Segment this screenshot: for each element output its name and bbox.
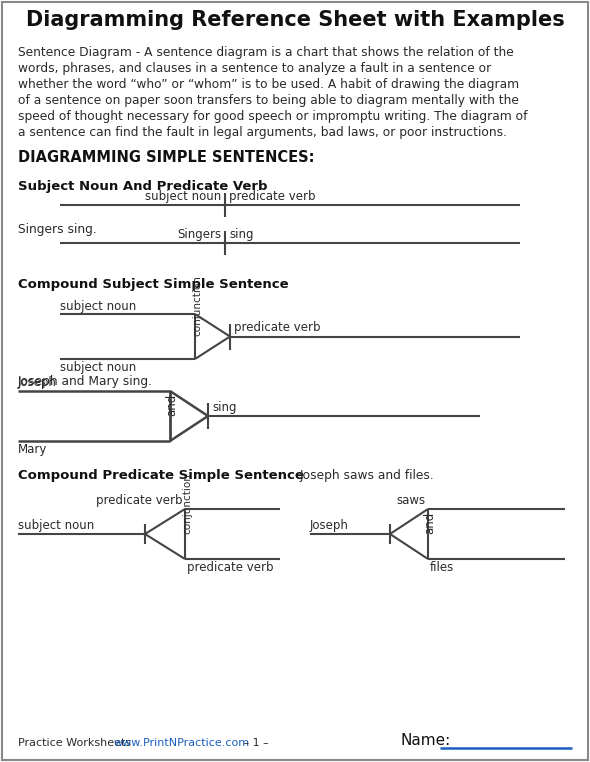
Text: words, phrases, and clauses in a sentence to analyze a fault in a sentence or: words, phrases, and clauses in a sentenc… <box>18 62 491 75</box>
Text: predicate verb: predicate verb <box>234 322 320 335</box>
Text: Singers sing.: Singers sing. <box>18 223 97 236</box>
Text: Joseph: Joseph <box>18 376 57 389</box>
Text: subject noun: subject noun <box>145 190 221 203</box>
Text: Name:: Name: <box>400 733 450 748</box>
Text: conjunction: conjunction <box>182 473 192 534</box>
Text: – 1 –: – 1 – <box>240 738 269 748</box>
Text: subject noun: subject noun <box>60 300 136 313</box>
Text: Compound Predicate Simple Sentence: Compound Predicate Simple Sentence <box>18 469 304 482</box>
Text: Joseph: Joseph <box>310 519 349 532</box>
Text: files: files <box>430 561 454 574</box>
Text: sing: sing <box>212 401 237 414</box>
Text: Singers: Singers <box>177 228 221 241</box>
Text: of a sentence on paper soon transfers to being able to diagram mentally with the: of a sentence on paper soon transfers to… <box>18 94 519 107</box>
Text: sing: sing <box>229 228 254 241</box>
Text: DIAGRAMMING SIMPLE SENTENCES:: DIAGRAMMING SIMPLE SENTENCES: <box>18 150 314 165</box>
Text: subject noun: subject noun <box>60 361 136 374</box>
Text: Compound Subject Simple Sentence: Compound Subject Simple Sentence <box>18 278 289 291</box>
Text: Sentence Diagram - A sentence diagram is a chart that shows the relation of the: Sentence Diagram - A sentence diagram is… <box>18 46 514 59</box>
Text: Joseph and Mary sing.: Joseph and Mary sing. <box>18 375 153 388</box>
Text: speed of thought necessary for good speech or impromptu writing. The diagram of: speed of thought necessary for good spee… <box>18 110 527 123</box>
Text: Practice Worksheets: Practice Worksheets <box>18 738 138 748</box>
Text: conjunction: conjunction <box>192 276 202 337</box>
Text: Joseph saws and files.: Joseph saws and files. <box>300 469 435 482</box>
Text: www.PrintNPractice.com: www.PrintNPractice.com <box>114 738 250 748</box>
Text: Subject Noun And Predicate Verb: Subject Noun And Predicate Verb <box>18 180 267 193</box>
Text: a sentence can find the fault in legal arguments, bad laws, or poor instructions: a sentence can find the fault in legal a… <box>18 126 507 139</box>
Text: predicate verb: predicate verb <box>229 190 316 203</box>
Text: Diagramming Reference Sheet with Examples: Diagramming Reference Sheet with Example… <box>25 10 565 30</box>
Text: predicate verb: predicate verb <box>187 561 274 574</box>
Text: and: and <box>166 394 179 416</box>
Text: subject noun: subject noun <box>18 519 94 532</box>
Text: predicate verb: predicate verb <box>97 494 183 507</box>
Text: Mary: Mary <box>18 443 47 456</box>
Text: saws: saws <box>397 494 426 507</box>
Text: whether the word “who” or “whom” is to be used. A habit of drawing the diagram: whether the word “who” or “whom” is to b… <box>18 78 519 91</box>
Text: and: and <box>424 512 437 534</box>
